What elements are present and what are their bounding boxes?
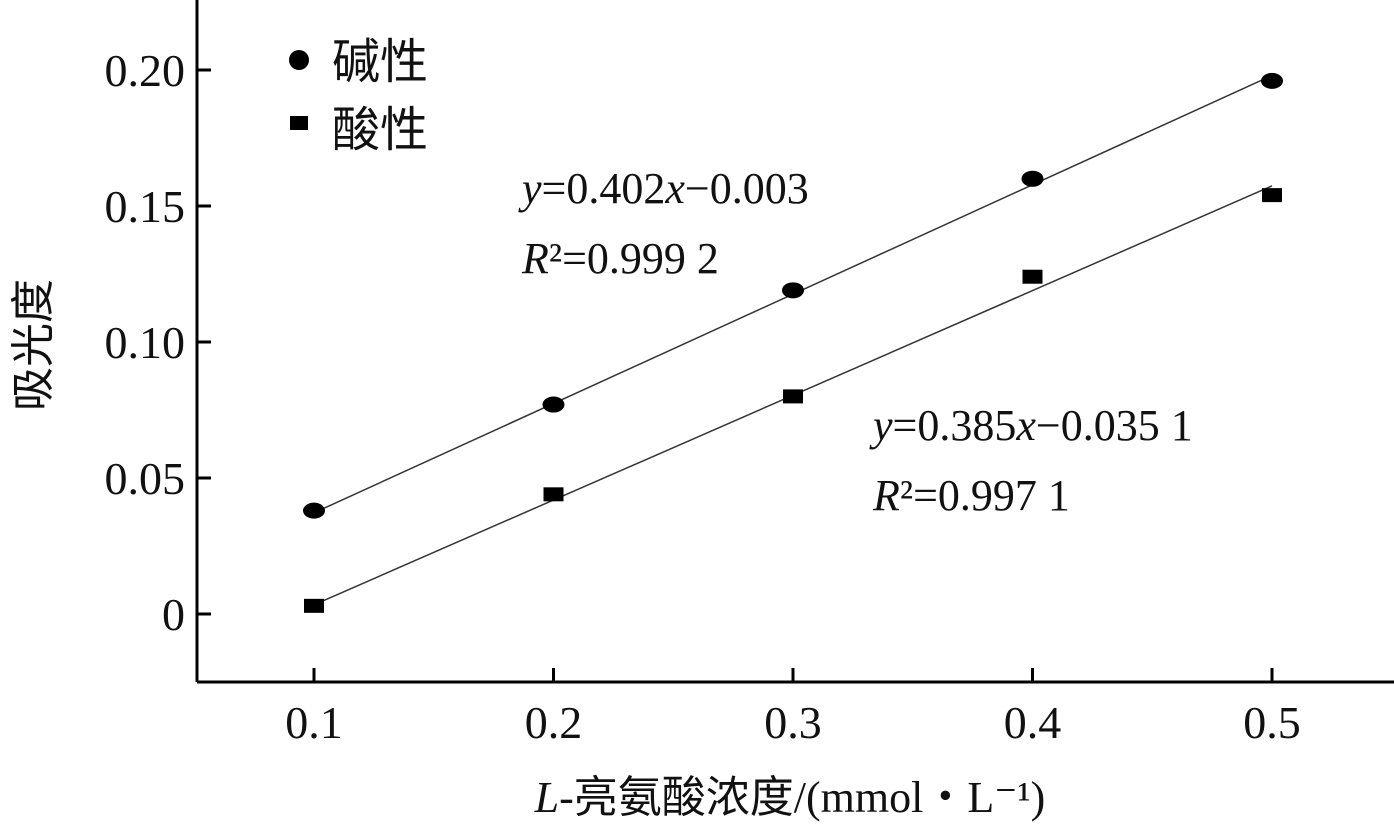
legend-marker-alkaline [289,50,309,70]
x-tick-label: 0.1 [285,697,343,748]
data-point-circle [782,282,804,299]
r-squared-acidic: R²=0.997 1 [872,471,1070,520]
y-tick-label: 0.05 [105,453,186,504]
r-squared-alkaline: R²=0.999 2 [521,234,719,283]
legend-label-alkaline: 碱性 [332,36,428,89]
x-tick-label: 0.5 [1243,697,1301,748]
data-point-square [304,598,324,613]
legend-label-acidic: 酸性 [332,104,428,157]
data-points [303,72,1283,613]
x-tick-label: 0.3 [764,697,822,748]
legend-marker-acidic [290,116,308,130]
data-point-circle [1021,170,1044,187]
equations: y=0.402x−0.003 R²=0.999 2 y=0.385x−0.035… [518,164,1193,520]
y-tick-label: 0.10 [105,317,186,368]
data-point-square [1262,188,1282,203]
data-point-square [543,487,564,502]
tick-labels: 0 0.05 0.10 0.15 0.20 0.1 0.2 0.3 0.4 0.5 [105,45,1301,748]
y-tick-label: 0.20 [105,45,186,96]
data-point-square [1022,269,1043,284]
axes [195,0,1394,684]
data-point-square [783,389,803,404]
y-tick-label: 0 [162,589,185,640]
data-point-circle [303,502,325,519]
equation-alkaline: y=0.402x−0.003 [518,164,809,213]
y-axis-label: 吸光度 [9,279,58,411]
fit-lines [313,74,1273,606]
data-point-circle [542,396,565,413]
x-tick-label: 0.2 [525,697,583,748]
x-axis-label: L-亮氨酸浓度/(mmol・L⁻¹) [534,773,1046,822]
x-tick-label: 0.4 [1004,697,1062,748]
data-point-circle [1261,72,1283,89]
y-tick-label: 0.15 [105,181,186,232]
legend: 碱性 酸性 [289,36,428,157]
equation-acidic: y=0.385x−0.035 1 [869,401,1193,450]
